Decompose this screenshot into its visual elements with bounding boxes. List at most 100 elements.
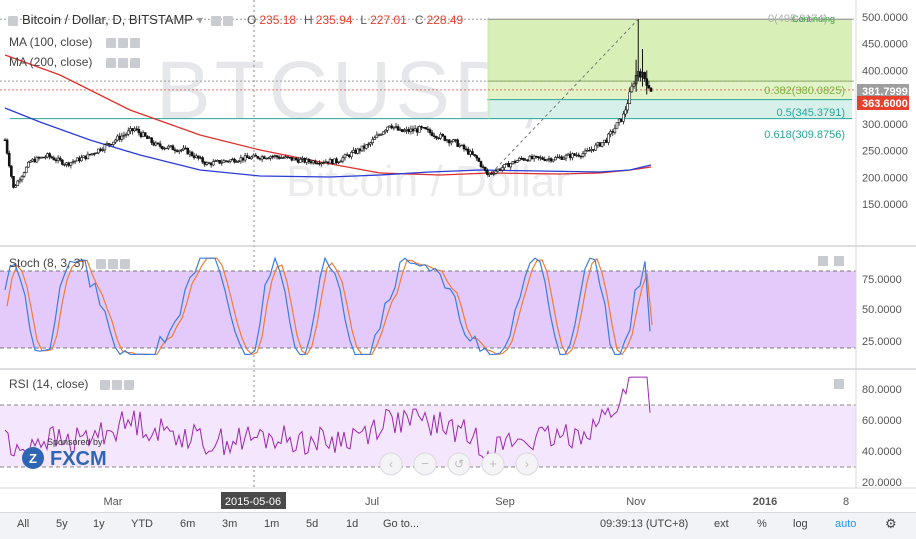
candle-body	[12, 176, 15, 188]
candle-body	[48, 153, 51, 158]
candle-body	[475, 155, 479, 159]
svg-text:−: −	[421, 456, 429, 471]
candle-body	[141, 132, 145, 138]
candle-body	[241, 157, 245, 161]
close-icon[interactable]	[120, 258, 131, 269]
eye-icon[interactable]	[96, 258, 107, 269]
candle-body	[277, 156, 281, 159]
candle-body	[598, 142, 602, 147]
chevron-down-icon[interactable]: ▾	[196, 13, 203, 27]
candle-body	[86, 153, 90, 160]
range-ytd[interactable]: YTD	[131, 518, 153, 530]
scroll-right-button[interactable]: ›	[515, 452, 539, 476]
range-5d[interactable]: 5d	[306, 518, 319, 530]
candle-body	[413, 128, 417, 132]
candle-body	[82, 155, 85, 158]
toggle-auto[interactable]: auto	[835, 518, 857, 530]
close-icon[interactable]	[130, 37, 141, 48]
candle-body	[39, 156, 43, 159]
candle-body	[211, 161, 215, 166]
candle-body	[364, 144, 368, 149]
ma100-line	[4, 107, 652, 178]
time-axis-labels: Mar Jul Sep Nov 2016 8	[104, 496, 850, 508]
range-all[interactable]: All	[17, 518, 30, 530]
range-1y[interactable]: 1y	[93, 518, 105, 530]
close-label: C	[414, 13, 424, 27]
fibonacci-zone[interactable]	[10, 17, 852, 178]
rsi-legend[interactable]: RSI (14, close)	[9, 377, 135, 391]
clock[interactable]: 09:39:13 (UTC+8)	[600, 518, 689, 530]
gear-icon[interactable]	[118, 57, 129, 68]
eye-icon[interactable]	[211, 15, 221, 26]
scroll-left-button[interactable]: ‹	[379, 452, 403, 476]
range-3m[interactable]: 3m	[222, 518, 238, 530]
time-axis[interactable]	[0, 488, 856, 512]
candle-body	[509, 163, 513, 168]
settings-gear-icon[interactable]: ⚙	[885, 516, 897, 531]
rsi-axis-ticks: 80.0000 60.0000 40.0000 20.0000	[862, 384, 902, 489]
candle-body	[398, 129, 402, 131]
zoom-out-button[interactable]: −	[413, 452, 437, 476]
candle-body	[273, 155, 277, 157]
stoch-close-button[interactable]	[834, 256, 844, 266]
range-5y[interactable]: 5y	[56, 518, 68, 530]
eye-icon[interactable]	[106, 37, 117, 48]
ma100-legend[interactable]: MA (100, close)	[9, 35, 141, 49]
goto-date-button[interactable]: Go to...	[383, 518, 420, 530]
zoom-in-button[interactable]: +	[481, 452, 505, 476]
candle-body	[379, 134, 383, 136]
candle-body	[466, 148, 470, 155]
candle-body	[456, 139, 459, 147]
candle-body	[435, 136, 438, 139]
candle-body	[275, 155, 279, 158]
symbol-title[interactable]: Bitcoin / Dollar, D, BITSTAMP	[22, 12, 193, 27]
candle-body	[486, 170, 489, 175]
candle-body	[286, 156, 289, 158]
toggle-ext[interactable]: ext	[714, 518, 729, 530]
range-6m[interactable]: 6m	[180, 518, 196, 530]
stoch-legend[interactable]: Stoch (8, 3, 3)	[9, 256, 131, 270]
candle-body	[313, 160, 317, 164]
svg-text:Z: Z	[29, 451, 37, 466]
candle-body	[602, 139, 606, 143]
candle-body	[362, 145, 366, 149]
gear-icon[interactable]	[112, 379, 123, 390]
time-label-2016: 2016	[753, 496, 777, 508]
toggle-log[interactable]: log	[793, 518, 808, 530]
candle-body	[216, 160, 219, 162]
candle-body	[37, 157, 41, 159]
candle-body	[615, 122, 619, 129]
candle-body	[309, 161, 313, 164]
grid-lines	[0, 18, 856, 91]
gear-icon[interactable]	[108, 258, 119, 269]
candle-body	[326, 161, 330, 164]
price-axis[interactable]	[856, 0, 916, 246]
close-icon[interactable]	[124, 379, 135, 390]
eye-icon[interactable]	[100, 379, 111, 390]
candle-body	[632, 83, 636, 87]
stoch-up-button[interactable]	[818, 256, 828, 266]
close-icon[interactable]	[130, 57, 141, 68]
eye-icon[interactable]	[106, 57, 117, 68]
candle-body	[296, 159, 300, 163]
fib-level-label: 0.382(380.0825)	[764, 85, 845, 97]
candle-body	[75, 157, 79, 162]
candle-body	[116, 135, 119, 141]
candle-body	[609, 131, 612, 135]
candle-body	[44, 156, 47, 159]
reset-button[interactable]: ↺	[447, 452, 471, 476]
candle-body	[237, 160, 241, 163]
gear-icon[interactable]	[118, 37, 129, 48]
candle-body	[214, 160, 217, 162]
toggle-percent[interactable]: %	[757, 518, 767, 530]
ma200-legend[interactable]: MA (200, close)	[9, 55, 141, 69]
range-1d[interactable]: 1d	[346, 518, 359, 530]
range-1m[interactable]: 1m	[264, 518, 280, 530]
candle-body	[568, 153, 572, 159]
candle-body	[29, 160, 32, 163]
rsi-up-button[interactable]	[834, 379, 844, 389]
gear-icon[interactable]	[223, 15, 233, 26]
watermark-name: Bitcoin / Dollar	[286, 157, 570, 206]
collapse-icon[interactable]	[8, 15, 18, 26]
